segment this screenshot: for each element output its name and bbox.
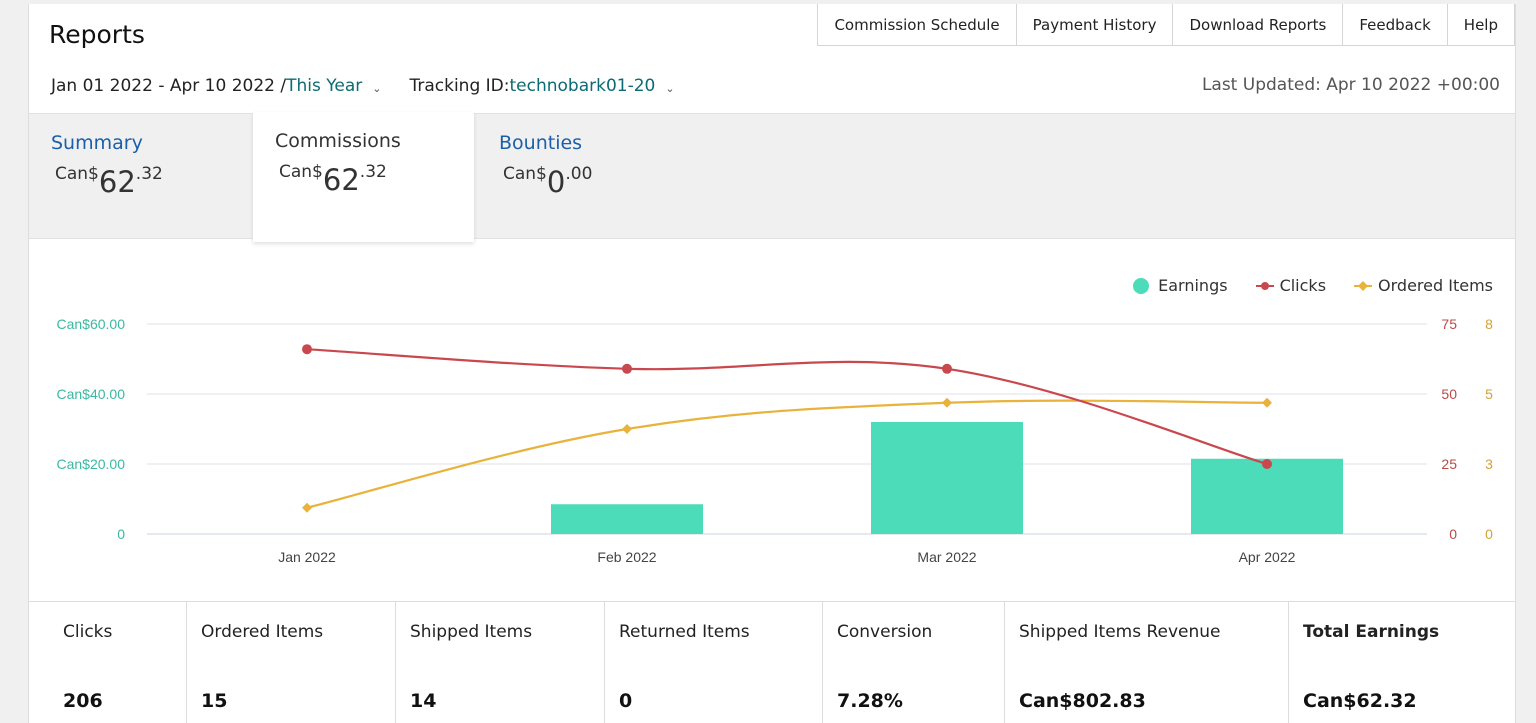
help-button[interactable]: Help xyxy=(1446,4,1515,46)
tab-bounties-amount: Can$ 0.00 xyxy=(503,164,675,199)
amount-whole: 0 xyxy=(546,165,566,199)
right-axis-clicks-tick-label: 25 xyxy=(1441,456,1457,472)
stat-value: 14 xyxy=(410,690,437,712)
stats-row: Clicks 206 Ordered Items 15 Shipped Item… xyxy=(29,601,1515,723)
earnings-bar xyxy=(871,422,1023,534)
stat-label: Clicks xyxy=(63,622,113,642)
stat-ordered-items: Ordered Items 15 xyxy=(187,602,396,723)
tab-bounties[interactable]: Bounties Can$ 0.00 xyxy=(477,114,697,240)
x-axis-tick-label: Feb 2022 xyxy=(597,549,656,565)
legend-label: Earnings xyxy=(1158,276,1228,295)
clicks-point xyxy=(302,344,312,355)
stat-label: Shipped Items Revenue xyxy=(1019,622,1221,642)
stat-value: Can$802.83 xyxy=(1019,690,1146,712)
right-axis-clicks-tick-label: 50 xyxy=(1441,386,1457,402)
x-axis-tick-label: Jan 2022 xyxy=(278,549,336,565)
stat-label: Total Earnings xyxy=(1303,622,1440,642)
stat-total-earnings: Total Earnings Can$62.32 xyxy=(1289,602,1515,723)
reports-panel: Reports Commission Schedule Payment Hist… xyxy=(28,4,1516,723)
right-axis-items-tick-label: 5 xyxy=(1485,386,1493,402)
left-axis-tick-label: Can$60.00 xyxy=(56,316,125,332)
stat-label: Conversion xyxy=(837,622,933,642)
earnings-legend-icon xyxy=(1133,277,1150,294)
performance-chart: Earnings Clicks Ordered Items 0 0 0 Can$20.… xyxy=(29,240,1515,602)
stat-value: 15 xyxy=(201,690,228,712)
legend-label: Ordered Items xyxy=(1378,276,1493,295)
ordered-items-point xyxy=(1262,397,1272,408)
tab-commissions-amount: Can$ 62.32 xyxy=(279,162,452,197)
stat-shipped-items-revenue: Shipped Items Revenue Can$802.83 xyxy=(1005,602,1289,723)
chevron-down-icon[interactable]: ⌄ xyxy=(665,81,675,95)
chart-canvas: 0 0 0 Can$20.00 25 3 Can$40.00 50 5 Can$60.00 75 8 J… xyxy=(56,316,1493,565)
clicks-legend-icon xyxy=(1255,281,1274,290)
tracking-id-dropdown[interactable]: technobark01-20 xyxy=(509,76,656,96)
x-axis-tick-label: Apr 2022 xyxy=(1239,549,1296,565)
amount-whole: 62 xyxy=(98,165,136,199)
earnings-bar xyxy=(551,504,703,534)
stat-shipped-items: Shipped Items 14 xyxy=(396,602,605,723)
legend-item-clicks[interactable]: Clicks xyxy=(1255,276,1327,295)
right-axis-items-tick-label: 8 xyxy=(1485,316,1493,332)
amount-cents: .32 xyxy=(359,162,387,182)
filter-bar: Jan 01 2022 - Apr 10 2022 / This Year ⌄ … xyxy=(51,76,703,96)
right-axis-clicks-tick-label: 0 xyxy=(1449,526,1457,542)
left-axis-tick-label: Can$20.00 xyxy=(56,456,125,472)
stat-clicks: Clicks 206 xyxy=(29,602,187,723)
tab-summary-amount: Can$ 62.32 xyxy=(55,164,231,199)
amount-cents: .32 xyxy=(135,164,163,184)
clicks-point xyxy=(1262,459,1272,469)
right-axis-items-tick-label: 3 xyxy=(1485,456,1493,472)
page-title: Reports xyxy=(49,20,145,49)
summary-tabs: Summary Can$ 62.32 Commissions Can$ 62.32 … xyxy=(29,112,1515,242)
stat-label: Ordered Items xyxy=(201,622,324,642)
legend-item-earnings[interactable]: Earnings xyxy=(1132,276,1228,295)
tracking-id-label: Tracking ID: xyxy=(409,76,510,96)
stat-returned-items: Returned Items 0 xyxy=(605,602,823,723)
tab-summary-label: Summary xyxy=(51,132,143,154)
commission-schedule-button[interactable]: Commission Schedule xyxy=(817,4,1017,46)
stat-value: 0 xyxy=(619,690,633,712)
stat-value: 7.28% xyxy=(837,690,903,712)
tab-bounties-label: Bounties xyxy=(499,132,583,154)
currency-label: Can$ xyxy=(279,162,323,182)
clicks-point xyxy=(622,363,632,374)
download-reports-button[interactable]: Download Reports xyxy=(1172,4,1344,46)
currency-label: Can$ xyxy=(55,164,99,184)
stat-value: 206 xyxy=(63,690,103,712)
clicks-line xyxy=(306,348,1268,466)
stat-label: Returned Items xyxy=(619,622,750,642)
date-preset-dropdown[interactable]: This Year xyxy=(286,76,363,96)
last-updated-text: Last Updated: Apr 10 2022 +00:00 xyxy=(1201,75,1500,95)
stat-value: Can$62.32 xyxy=(1303,690,1417,712)
legend-item-ordered-items[interactable]: Ordered Items xyxy=(1354,276,1493,295)
legend-label: Clicks xyxy=(1279,276,1327,295)
tab-commissions[interactable]: Commissions Can$ 62.32 xyxy=(253,112,474,242)
clicks-point xyxy=(942,363,952,374)
ordered-items-legend-icon xyxy=(1354,280,1373,291)
ordered-items-line xyxy=(306,399,1268,509)
tab-commissions-label: Commissions xyxy=(275,130,401,152)
right-axis-items-tick-label: 0 xyxy=(1485,526,1493,542)
left-axis-tick-label: 0 xyxy=(117,526,125,542)
feedback-button[interactable]: Feedback xyxy=(1342,4,1448,46)
x-axis-tick-label: Mar 2022 xyxy=(917,549,976,565)
ordered-items-point xyxy=(302,502,312,513)
left-axis-tick-label: Can$40.00 xyxy=(56,386,125,402)
chart-legend: Earnings Clicks Ordered Items xyxy=(1104,276,1493,295)
ordered-items-point xyxy=(942,397,952,408)
earnings-bar xyxy=(1191,458,1343,534)
top-nav: Commission Schedule Payment History Down… xyxy=(817,4,1515,46)
ordered-items-point xyxy=(622,424,632,434)
payment-history-button[interactable]: Payment History xyxy=(1015,4,1174,46)
chevron-down-icon[interactable]: ⌄ xyxy=(372,81,382,95)
stat-label: Shipped Items xyxy=(410,622,533,642)
right-axis-clicks-tick-label: 75 xyxy=(1441,316,1457,332)
amount-cents: .00 xyxy=(565,164,593,184)
date-range-text: Jan 01 2022 - Apr 10 2022 / xyxy=(51,76,287,96)
currency-label: Can$ xyxy=(503,164,547,184)
amount-whole: 62 xyxy=(322,163,360,197)
stat-conversion: Conversion 7.28% xyxy=(823,602,1005,723)
tab-summary[interactable]: Summary Can$ 62.32 xyxy=(29,114,253,240)
